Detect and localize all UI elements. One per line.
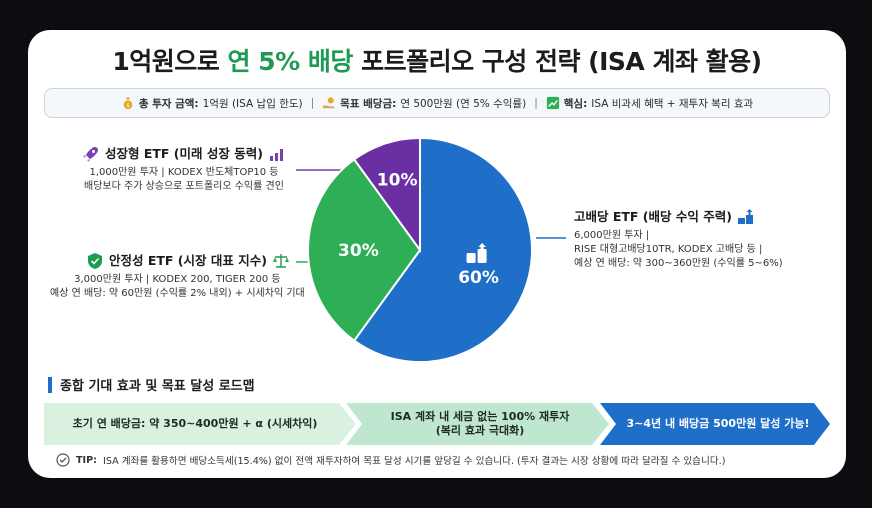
- callout-stable-line1: 3,000만원 투자 | KODEX 200, TIGER 200 등: [74, 274, 281, 285]
- callout-dividend-line3: 예상 연 배당: 약 300~360만원 (수익률 5~6%): [574, 258, 783, 269]
- money-bag-icon: $: [123, 97, 133, 110]
- roadmap-title: 종합 기대 효과 및 목표 달성 로드맵: [60, 379, 255, 394]
- pie-slice-1: [352, 136, 533, 363]
- roadmap-heading: 종합 기대 효과 및 목표 달성 로드맵: [48, 375, 255, 394]
- summary-target: 목표 배당금: 연 500만원 (연 5% 수익률): [322, 96, 526, 111]
- callout-dividend: 고배당 ETF (배당 수익 주력) 6,000만원 투자 | RISE 대형고…: [574, 208, 783, 271]
- key-label: 핵심:: [563, 97, 588, 110]
- scale-icon: [272, 254, 289, 268]
- svg-text:$: $: [126, 103, 129, 109]
- roadmap-step-3-text: 3~4년 내 배당금 500만원 달성 가능!: [626, 417, 810, 430]
- tip-label: TIP:: [76, 454, 97, 466]
- callout-growth: 성장형 ETF (미래 성장 동력) 1,000만원 투자 | KODEX 반도…: [82, 145, 286, 194]
- page-title: 1억원으로 연 5% 배당 포트폴리오 구성 전략 (ISA 계좌 활용): [28, 42, 846, 78]
- callout-dividend-head: 고배당 ETF (배당 수익 주력): [574, 208, 783, 226]
- allocation-pie-chart: 60% 30% 10%: [307, 136, 533, 363]
- roadmap-step-1: 초기 연 배당금: 약 350~400만원 + α (시세차익): [50, 403, 340, 445]
- pie-slice-label-3: 10%: [377, 171, 418, 191]
- summary-total: $ 총 투자 금액: 1억원 (ISA 납입 한도): [121, 96, 303, 111]
- pie-slice-2: [307, 157, 422, 343]
- target-value: 연 500만원 (연 5% 수익률): [400, 97, 527, 110]
- heading-accent-bar: [48, 376, 52, 393]
- tip-text: ISA 계좌를 활용하면 배당소득세(15.4%) 없이 전액 재투자하여 목표…: [102, 456, 726, 467]
- total-label: 총 투자 금액:: [138, 97, 199, 110]
- shield-icon: [88, 253, 102, 269]
- roadmap-arrow-1: [44, 403, 356, 445]
- callout-growth-head: 성장형 ETF (미래 성장 동력): [82, 145, 286, 163]
- roadmap-step-2-line2: (복리 효과 극대화): [435, 424, 525, 437]
- summary-key: 핵심: ISA 비과세 혜택 + 재투자 복리 효과: [546, 96, 753, 111]
- check-circle-icon: [56, 453, 70, 467]
- bar-growth-icon: [269, 149, 283, 161]
- rocket-icon: [83, 147, 98, 162]
- coins-icon: [466, 243, 487, 264]
- roadmap-step-2-line1: ISA 계좌 내 세금 없는 100% 재투자: [390, 410, 570, 423]
- callout-stable-line2: 예상 연 배당: 약 60만원 (수익률 2% 내외) + 시세차익 기대: [50, 288, 305, 299]
- roadmap-steps: 초기 연 배당금: 약 350~400만원 + α (시세차익) ISA 계좌 …: [44, 403, 830, 445]
- infographic-card: 1억원으로 연 5% 배당 포트폴리오 구성 전략 (ISA 계좌 활용) $ …: [28, 30, 846, 478]
- callout-dividend-title: 고배당 ETF (배당 수익 주력): [574, 209, 732, 224]
- roadmap-arrow-2: [346, 403, 609, 445]
- title-highlight: 연 5% 배당: [227, 47, 354, 76]
- callout-stable: 안정성 ETF (시장 대표 지수) 3,000만원 투자 | KODEX 20…: [50, 252, 305, 301]
- roadmap-arrow-3: [600, 403, 830, 445]
- roadmap-step-3: 3~4년 내 배당금 500만원 달성 가능!: [616, 403, 820, 445]
- key-value: ISA 비과세 혜택 + 재투자 복리 효과: [591, 97, 754, 110]
- title-part1: 1억원으로: [112, 47, 228, 76]
- callout-dividend-line1: 6,000만원 투자 |: [574, 230, 650, 241]
- coin-stack-icon: [737, 209, 753, 224]
- roadmap-step-1-text: 초기 연 배당금: 약 350~400만원 + α (시세차익): [72, 417, 318, 430]
- pie-slice-label-2: 30%: [338, 241, 379, 261]
- trend-chart-icon: [546, 96, 559, 110]
- tip-note: TIP: ISA 계좌를 활용하면 배당소득세(15.4%) 없이 전액 재투자…: [56, 453, 725, 467]
- total-value: 1억원 (ISA 납입 한도): [202, 97, 303, 110]
- roadmap-step-2: ISA 계좌 내 세금 없는 100% 재투자 (복리 효과 극대화): [362, 403, 598, 445]
- callout-dividend-line2: RISE 대형고배당10TR, KODEX 고배당 등 |: [574, 244, 763, 255]
- pie-slice-3: [352, 136, 421, 254]
- callout-stable-head: 안정성 ETF (시장 대표 지수): [50, 252, 305, 270]
- callout-stable-title: 안정성 ETF (시장 대표 지수): [109, 253, 267, 268]
- callout-growth-line1: 1,000만원 투자 | KODEX 반도체TOP10 등: [89, 167, 279, 178]
- separator: |: [310, 97, 315, 109]
- coin-hand-icon: [323, 97, 335, 109]
- callout-growth-title: 성장형 ETF (미래 성장 동력): [105, 146, 263, 161]
- title-part2: 포트폴리오 구성 전략 (ISA 계좌 활용): [352, 47, 762, 76]
- target-label: 목표 배당금:: [340, 97, 397, 110]
- separator: |: [534, 97, 538, 109]
- pie-slice-label-1: 60%: [458, 268, 499, 288]
- summary-bar: $ 총 투자 금액: 1억원 (ISA 납입 한도) | 목표 배당금: 연 5…: [44, 88, 830, 118]
- roadmap-arrows: [44, 403, 830, 445]
- callout-growth-line2: 배당보다 주가 상승으로 포트폴리오 수익률 견인: [84, 181, 284, 192]
